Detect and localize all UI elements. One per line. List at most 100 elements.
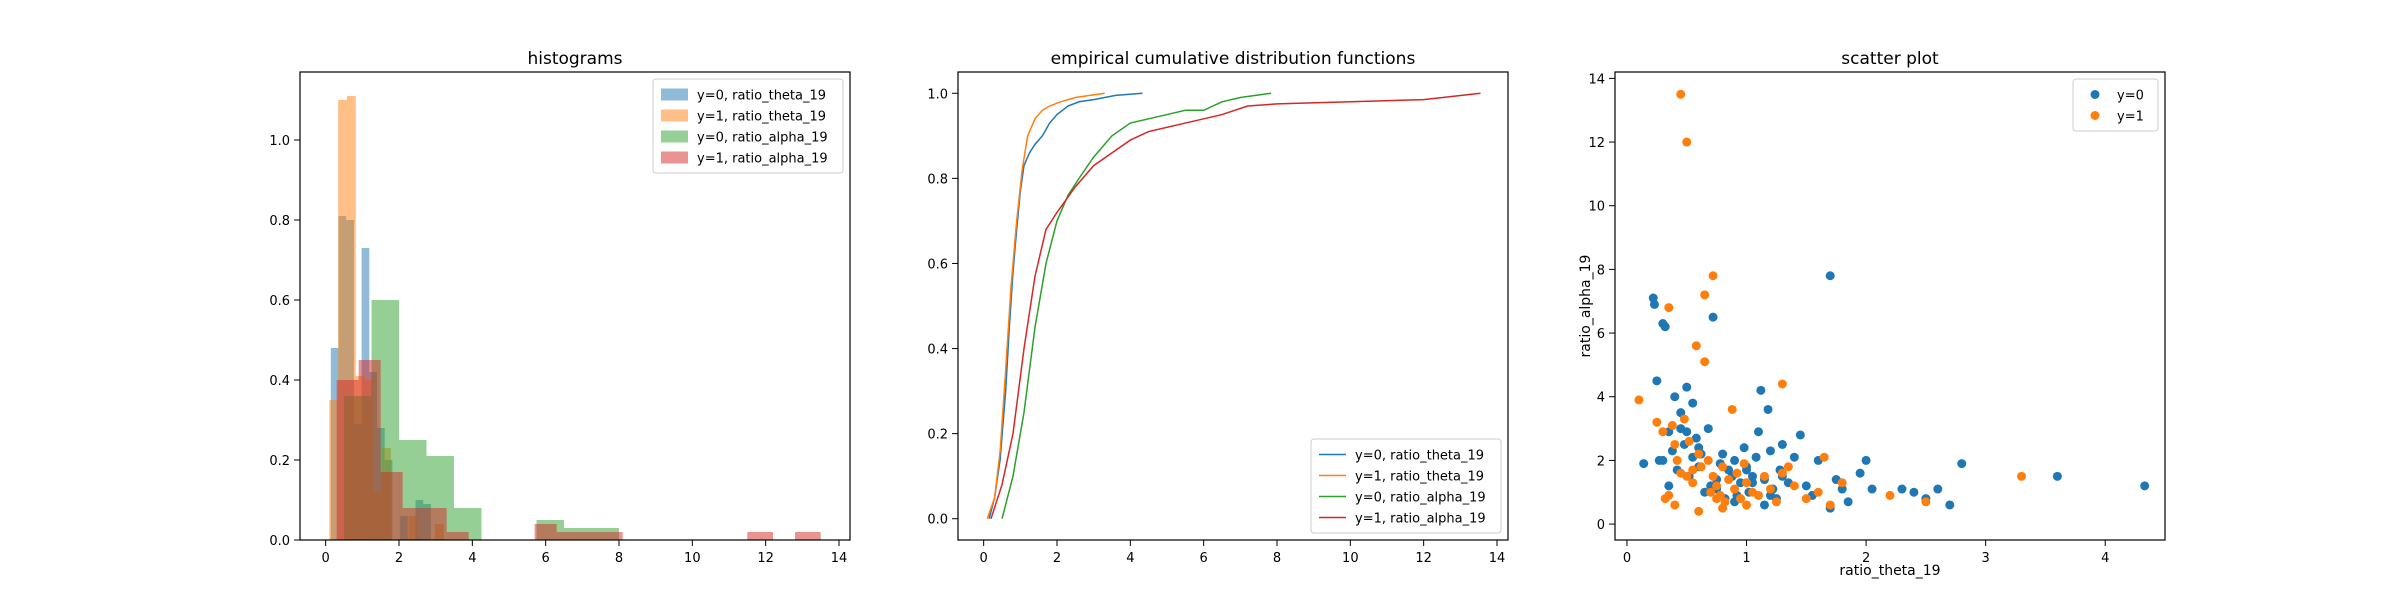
scatter-point bbox=[1933, 484, 1943, 494]
legend: y=0, ratio_theta_19 y=1, ratio_theta_19 y=… bbox=[1310, 438, 1502, 534]
scatter-point bbox=[1945, 500, 1955, 510]
scatter-point bbox=[1708, 271, 1718, 281]
scatter-point bbox=[1763, 404, 1773, 414]
scatter-point bbox=[1684, 436, 1694, 446]
x-tick-label: 1 bbox=[1742, 551, 1750, 566]
scatter-point bbox=[1652, 417, 1662, 427]
legend-box bbox=[652, 78, 844, 174]
scatter-point bbox=[1708, 471, 1718, 481]
scatter-point bbox=[1837, 478, 1847, 488]
histogram-bar bbox=[795, 532, 821, 540]
scatter-point bbox=[1727, 404, 1737, 414]
scatter-point bbox=[1751, 452, 1761, 462]
scatter-point bbox=[1691, 341, 1701, 351]
ecdf-line-1 bbox=[986, 92, 1105, 519]
scatter-point bbox=[1670, 500, 1680, 510]
y-tick-label: 14 bbox=[1588, 72, 1605, 87]
scatter-point bbox=[1813, 487, 1823, 497]
x-tick-label: 2 bbox=[1053, 551, 1061, 566]
y-tick-label: 2 bbox=[1597, 454, 1605, 469]
scatter-point bbox=[1819, 452, 1829, 462]
scatter-point bbox=[1694, 443, 1704, 453]
scatter-point bbox=[1765, 490, 1775, 500]
scatter-point bbox=[1855, 468, 1865, 478]
x-tick-label: 3 bbox=[1982, 551, 1990, 566]
scatter-point bbox=[1639, 459, 1649, 469]
scatter-point bbox=[1921, 497, 1931, 507]
legend-label: y=1, ratio_alpha_19 bbox=[1355, 512, 1486, 527]
histogram-bar bbox=[600, 532, 623, 540]
scatter-point bbox=[1795, 430, 1805, 440]
scatter-point bbox=[1825, 500, 1835, 510]
scatter-point bbox=[1843, 497, 1853, 507]
y-tick-label: 4 bbox=[1597, 391, 1605, 406]
scatter-point bbox=[1777, 439, 1787, 449]
legend-label: y=1, ratio_alpha_19 bbox=[697, 152, 828, 167]
scatter-point bbox=[1730, 455, 1740, 465]
legend-label: y=0, ratio_alpha_19 bbox=[697, 131, 828, 146]
y-tick-label: 0.2 bbox=[269, 454, 290, 469]
scatter-point bbox=[1664, 490, 1674, 500]
scatter-point bbox=[1649, 299, 1659, 309]
scatter-point bbox=[1885, 490, 1895, 500]
scatter-point bbox=[1706, 487, 1716, 497]
y-tick-label: 0.2 bbox=[927, 428, 948, 443]
x-tick-label: 12 bbox=[1415, 551, 1432, 566]
legend-swatch bbox=[661, 130, 688, 143]
series-1 bbox=[1634, 89, 2027, 516]
scatter-point bbox=[1670, 392, 1680, 402]
legend-label: y=0 bbox=[2117, 89, 2144, 104]
scatter-point bbox=[1718, 503, 1728, 513]
axes-frame bbox=[957, 71, 1509, 541]
y-tick-label: 0.4 bbox=[927, 343, 948, 358]
scatter-point bbox=[1670, 439, 1680, 449]
histogram-bar bbox=[338, 100, 347, 540]
scatter-point bbox=[1825, 271, 1835, 281]
histograms-panel: histograms 0 2 4 6 8 10 12 14 0.0 0.2 0.4 0.6 0.8 1.0… bbox=[269, 49, 851, 566]
scatter-point bbox=[1712, 481, 1722, 491]
scatter-point bbox=[1682, 427, 1692, 437]
x-tick-label: 4 bbox=[468, 551, 476, 566]
scatter-point bbox=[1777, 379, 1787, 389]
legend-box bbox=[1310, 438, 1502, 534]
x-tick-label: 10 bbox=[1342, 551, 1359, 566]
scatter-point bbox=[1694, 449, 1704, 459]
y-tick-label: 0.6 bbox=[269, 294, 290, 309]
scatter-point bbox=[1700, 357, 1710, 367]
chart-title: histograms bbox=[527, 49, 622, 69]
scatter-point bbox=[1676, 89, 1686, 99]
ecdf-line-2 bbox=[1001, 92, 1272, 519]
x-tick-label: 8 bbox=[1273, 551, 1281, 566]
scatter-point bbox=[1739, 459, 1749, 469]
x-tick-label: 8 bbox=[615, 551, 623, 566]
legend-swatch bbox=[661, 88, 688, 101]
scatter-point bbox=[1909, 487, 1919, 497]
scatter-point bbox=[1867, 484, 1877, 494]
scatter-point bbox=[1658, 427, 1668, 437]
scatter-point bbox=[1783, 462, 1793, 472]
legend-label: y=1 bbox=[2117, 110, 2144, 125]
scatter-point bbox=[1742, 500, 1752, 510]
scatter-point bbox=[1688, 478, 1698, 488]
ecdf-line-3 bbox=[990, 92, 1481, 519]
y-tick-label: 6 bbox=[1597, 327, 1605, 342]
scatter-point bbox=[1691, 433, 1701, 443]
y-tick-label: 0.0 bbox=[269, 534, 290, 549]
x-tick-label: 0 bbox=[980, 551, 988, 566]
series-3 bbox=[336, 360, 821, 540]
legend: y=0y=1 bbox=[2072, 78, 2159, 132]
legend: y=0, ratio_theta_19 y=1, ratio_theta_19 y=… bbox=[652, 78, 844, 174]
scatter-point bbox=[1700, 290, 1710, 300]
y-tick-label: 10 bbox=[1588, 200, 1605, 215]
histogram-bar bbox=[402, 508, 425, 540]
scatter-point bbox=[2140, 481, 2150, 491]
scatter-point bbox=[1730, 484, 1740, 494]
x-tick-label: 0 bbox=[1623, 551, 1631, 566]
y-tick-label: 0.4 bbox=[269, 374, 290, 389]
scatter-point bbox=[1688, 465, 1698, 475]
x-tick-label: 14 bbox=[831, 551, 848, 566]
histogram-bar bbox=[346, 96, 356, 540]
legend-label: y=1, ratio_theta_19 bbox=[697, 110, 826, 125]
scatter-point bbox=[1712, 494, 1722, 504]
